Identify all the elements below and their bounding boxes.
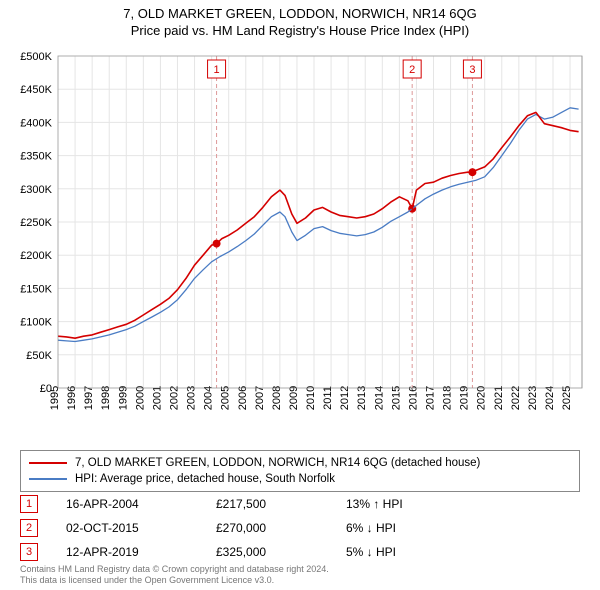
svg-text:1998: 1998 [100, 386, 112, 410]
footer-line: This data is licensed under the Open Gov… [20, 575, 329, 586]
svg-text:£500K: £500K [20, 51, 52, 63]
sale-price: £270,000 [216, 521, 346, 535]
svg-text:£350K: £350K [20, 151, 52, 163]
svg-text:1997: 1997 [83, 386, 95, 410]
sale-date: 16-APR-2004 [66, 497, 216, 511]
svg-text:£400K: £400K [20, 117, 52, 129]
sale-price: £325,000 [216, 545, 346, 559]
svg-text:2019: 2019 [459, 386, 471, 410]
sale-hpi: 6% ↓ HPI [346, 521, 466, 535]
svg-text:£200K: £200K [20, 250, 52, 262]
attribution-footer: Contains HM Land Registry data © Crown c… [20, 564, 329, 587]
svg-text:£100K: £100K [20, 317, 52, 329]
sale-row: 3 12-APR-2019 £325,000 5% ↓ HPI [20, 540, 580, 564]
svg-text:2016: 2016 [407, 386, 419, 410]
svg-text:2001: 2001 [151, 386, 163, 410]
svg-text:1995: 1995 [49, 386, 61, 410]
svg-text:1: 1 [214, 64, 220, 76]
svg-text:2005: 2005 [220, 386, 232, 410]
sale-hpi: 13% ↑ HPI [346, 497, 466, 511]
svg-text:2: 2 [409, 64, 415, 76]
svg-text:2023: 2023 [527, 386, 539, 410]
sale-date: 12-APR-2019 [66, 545, 216, 559]
svg-text:3: 3 [469, 64, 475, 76]
chart-titles: 7, OLD MARKET GREEN, LODDON, NORWICH, NR… [0, 0, 600, 38]
svg-text:2003: 2003 [186, 386, 198, 410]
svg-text:2014: 2014 [373, 386, 385, 410]
svg-text:2000: 2000 [134, 386, 146, 410]
svg-text:2013: 2013 [356, 386, 368, 410]
svg-text:2011: 2011 [322, 386, 334, 410]
svg-text:2004: 2004 [203, 386, 215, 410]
svg-text:2018: 2018 [442, 386, 454, 410]
svg-text:2020: 2020 [476, 386, 488, 410]
price-chart: £0£50K£100K£150K£200K£250K£300K£350K£400… [10, 48, 590, 438]
svg-text:2009: 2009 [288, 386, 300, 410]
footer-line: Contains HM Land Registry data © Crown c… [20, 564, 329, 575]
svg-text:2021: 2021 [493, 386, 505, 410]
legend-label: 7, OLD MARKET GREEN, LODDON, NORWICH, NR… [75, 457, 480, 469]
legend-label: HPI: Average price, detached house, Sout… [75, 473, 335, 485]
svg-text:2022: 2022 [510, 386, 522, 410]
svg-text:2017: 2017 [425, 386, 437, 410]
svg-text:2012: 2012 [339, 386, 351, 410]
sale-row: 1 16-APR-2004 £217,500 13% ↑ HPI [20, 492, 580, 516]
svg-text:2024: 2024 [544, 386, 556, 410]
svg-text:2006: 2006 [237, 386, 249, 410]
svg-text:1996: 1996 [66, 386, 78, 410]
sale-price: £217,500 [216, 497, 346, 511]
svg-text:2007: 2007 [254, 386, 266, 410]
sale-row: 2 02-OCT-2015 £270,000 6% ↓ HPI [20, 516, 580, 540]
legend-item-property: 7, OLD MARKET GREEN, LODDON, NORWICH, NR… [29, 455, 571, 471]
sale-hpi: 5% ↓ HPI [346, 545, 466, 559]
svg-text:1999: 1999 [117, 386, 129, 410]
svg-text:£450K: £450K [20, 84, 52, 96]
legend: 7, OLD MARKET GREEN, LODDON, NORWICH, NR… [20, 450, 580, 492]
svg-text:£150K: £150K [20, 283, 52, 295]
svg-text:2025: 2025 [561, 386, 573, 410]
svg-text:2010: 2010 [305, 386, 317, 410]
legend-item-hpi: HPI: Average price, detached house, Sout… [29, 471, 571, 487]
svg-text:£300K: £300K [20, 184, 52, 196]
chart-title-address: 7, OLD MARKET GREEN, LODDON, NORWICH, NR… [0, 6, 600, 21]
svg-text:2002: 2002 [168, 386, 180, 410]
chart-title-sub: Price paid vs. HM Land Registry's House … [0, 23, 600, 38]
svg-text:2008: 2008 [271, 386, 283, 410]
svg-text:£250K: £250K [20, 217, 52, 229]
svg-text:2015: 2015 [390, 386, 402, 410]
svg-text:£50K: £50K [26, 350, 52, 362]
sale-date: 02-OCT-2015 [66, 521, 216, 535]
sales-table: 1 16-APR-2004 £217,500 13% ↑ HPI 2 02-OC… [20, 492, 580, 564]
